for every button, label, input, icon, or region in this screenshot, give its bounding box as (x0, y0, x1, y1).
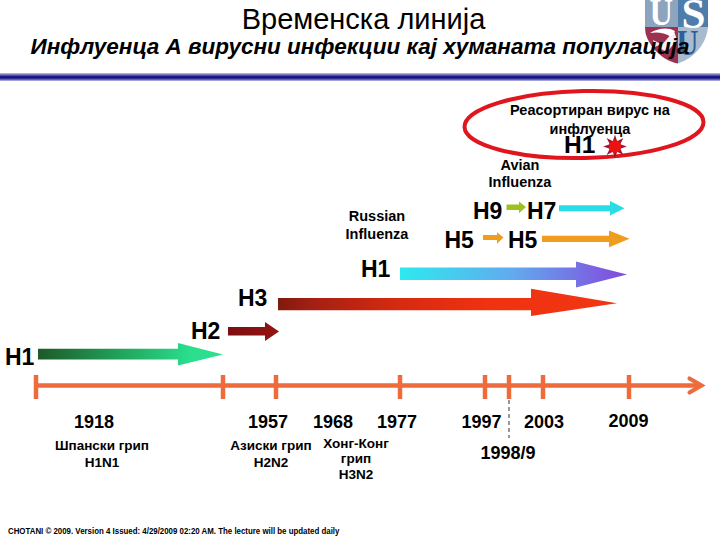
svg-text:U: U (650, 0, 674, 33)
